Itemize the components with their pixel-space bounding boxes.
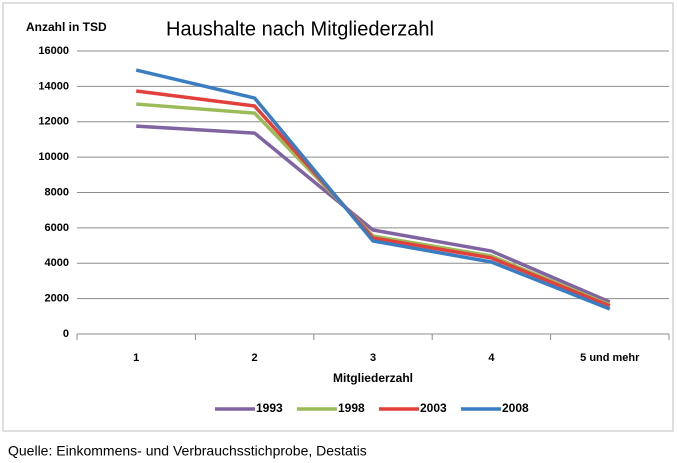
legend-label: 1998 — [338, 401, 365, 415]
x-tick-label: 1 — [133, 352, 139, 364]
chart-frame — [2, 2, 674, 432]
x-tick-label: 5 und mehr — [580, 352, 640, 364]
y-tick-label: 0 — [63, 328, 69, 340]
x-tick-label: 2 — [252, 352, 258, 364]
chart-title: Haushalte nach Mitgliederzahl — [166, 18, 434, 40]
x-axis-label: Mitgliederzahl — [333, 371, 413, 385]
y-tick-label: 10000 — [38, 151, 69, 163]
legend-label: 2008 — [502, 401, 529, 415]
y-tick-label: 14000 — [38, 80, 69, 92]
y-tick-label: 8000 — [45, 186, 69, 198]
y-axis-label: Anzahl in TSD — [26, 20, 107, 34]
y-tick-label: 12000 — [38, 116, 69, 128]
series-line — [135, 68, 611, 311]
y-tick-label: 6000 — [45, 222, 69, 234]
legend-label: 1993 — [256, 401, 283, 415]
x-tick-label: 3 — [370, 352, 376, 364]
x-tick-label: 4 — [488, 352, 495, 364]
source-note: Quelle: Einkommens- und Verbrauchsstichp… — [8, 443, 367, 459]
y-tick-label: 4000 — [45, 257, 69, 269]
legend-label: 2003 — [420, 401, 447, 415]
series-line — [135, 89, 611, 308]
y-tick-label: 16000 — [38, 45, 69, 57]
y-tick-label: 2000 — [45, 293, 69, 305]
series-line — [136, 124, 611, 304]
